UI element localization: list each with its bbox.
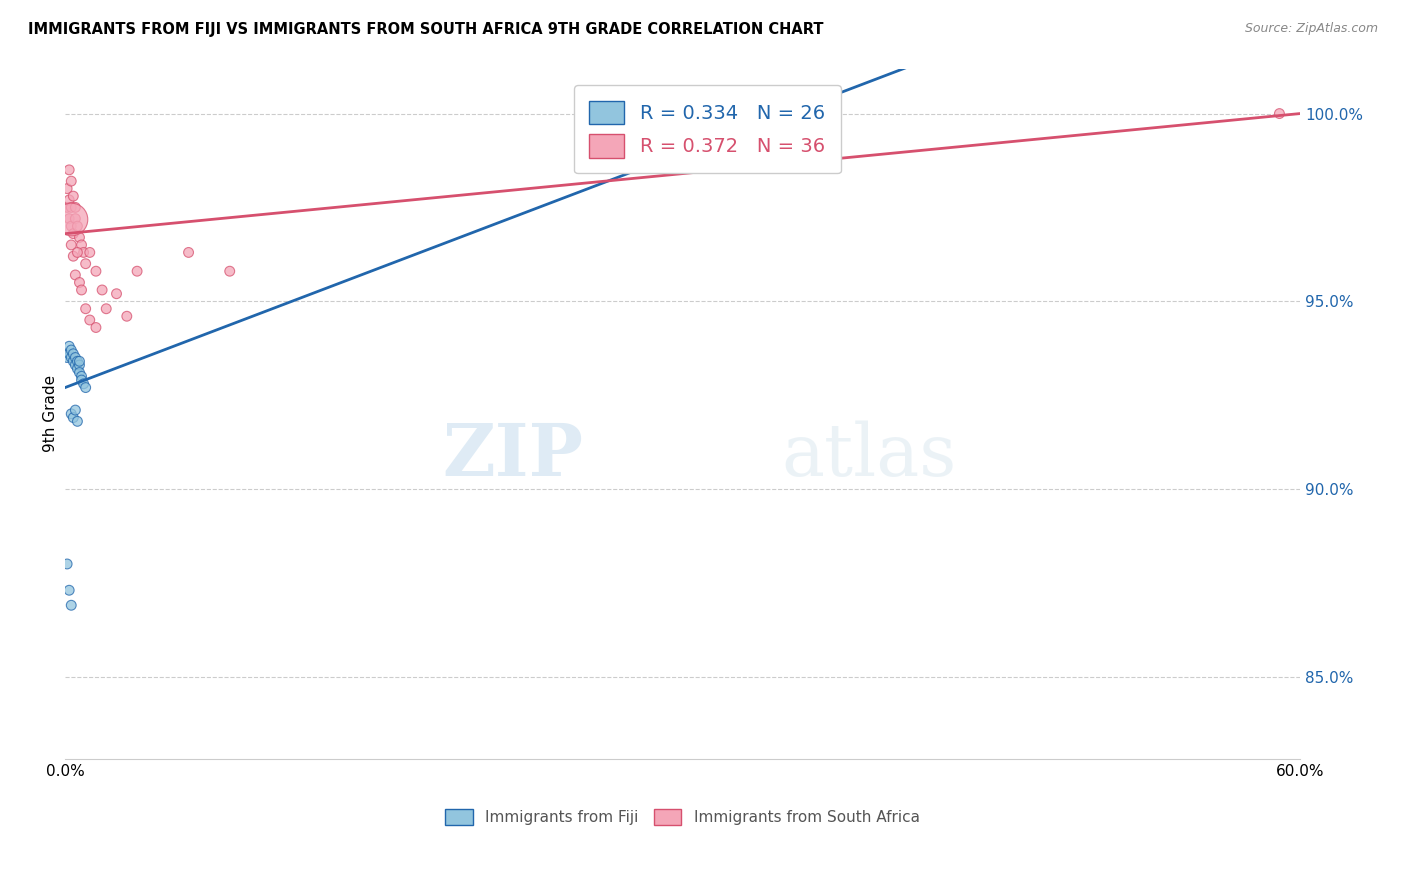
Point bbox=[105, 286, 128, 301]
Y-axis label: 9th Grade: 9th Grade bbox=[44, 376, 58, 452]
Point bbox=[69, 230, 91, 244]
Point bbox=[60, 174, 83, 188]
Point bbox=[65, 201, 87, 215]
Point bbox=[60, 201, 83, 215]
Point bbox=[60, 407, 83, 421]
Text: Source: ZipAtlas.com: Source: ZipAtlas.com bbox=[1244, 22, 1378, 36]
Text: atlas: atlas bbox=[782, 420, 956, 491]
Point bbox=[66, 245, 89, 260]
Point bbox=[79, 245, 101, 260]
Point bbox=[62, 227, 84, 241]
Point bbox=[75, 380, 97, 394]
Point bbox=[60, 211, 83, 226]
Point bbox=[56, 351, 79, 365]
Point bbox=[66, 219, 89, 234]
Point bbox=[65, 268, 87, 282]
Point bbox=[56, 557, 79, 571]
Text: IMMIGRANTS FROM FIJI VS IMMIGRANTS FROM SOUTH AFRICA 9TH GRADE CORRELATION CHART: IMMIGRANTS FROM FIJI VS IMMIGRANTS FROM … bbox=[28, 22, 824, 37]
Point bbox=[65, 403, 87, 417]
Point bbox=[75, 301, 97, 316]
Point bbox=[1268, 106, 1291, 120]
Point bbox=[58, 347, 80, 361]
Point bbox=[65, 211, 87, 226]
Point bbox=[84, 320, 107, 334]
Point bbox=[58, 339, 80, 353]
Point bbox=[70, 238, 93, 252]
Point bbox=[62, 189, 84, 203]
Text: ZIP: ZIP bbox=[443, 420, 583, 491]
Point bbox=[79, 313, 101, 327]
Point bbox=[60, 238, 83, 252]
Point bbox=[66, 354, 89, 368]
Point bbox=[65, 351, 87, 365]
Point bbox=[69, 354, 91, 368]
Point bbox=[56, 201, 79, 215]
Point bbox=[75, 257, 97, 271]
Point bbox=[60, 599, 83, 613]
Legend: Immigrants from Fiji, Immigrants from South Africa: Immigrants from Fiji, Immigrants from So… bbox=[437, 801, 927, 832]
Point bbox=[60, 219, 83, 234]
Point bbox=[66, 414, 89, 428]
Point bbox=[56, 181, 79, 195]
Point bbox=[62, 347, 84, 361]
Point bbox=[115, 310, 138, 324]
Point bbox=[69, 366, 91, 380]
Point bbox=[70, 369, 93, 384]
Point bbox=[177, 245, 200, 260]
Point bbox=[60, 343, 83, 357]
Point bbox=[70, 373, 93, 387]
Point bbox=[62, 249, 84, 263]
Point bbox=[69, 276, 91, 290]
Point bbox=[96, 301, 118, 316]
Point bbox=[72, 376, 94, 391]
Point bbox=[775, 106, 797, 120]
Point bbox=[58, 583, 80, 598]
Point bbox=[69, 358, 91, 372]
Point bbox=[65, 358, 87, 372]
Point bbox=[58, 211, 80, 226]
Point bbox=[62, 410, 84, 425]
Point bbox=[58, 162, 80, 177]
Point bbox=[70, 283, 93, 297]
Point bbox=[62, 354, 84, 368]
Point bbox=[58, 193, 80, 207]
Point bbox=[127, 264, 149, 278]
Point bbox=[91, 283, 114, 297]
Point bbox=[60, 351, 83, 365]
Point bbox=[84, 264, 107, 278]
Point bbox=[218, 264, 240, 278]
Point bbox=[72, 245, 94, 260]
Point bbox=[66, 361, 89, 376]
